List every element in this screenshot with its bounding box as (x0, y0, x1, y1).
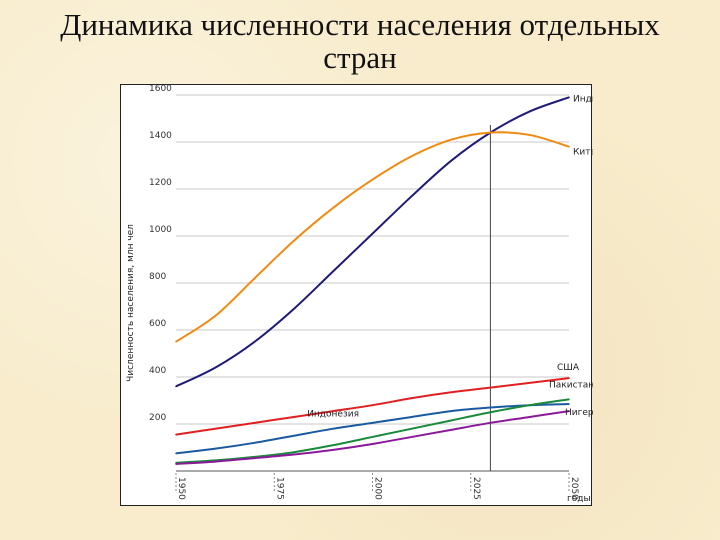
series-0-point-2020 (450, 160, 452, 162)
series-line-3 (175, 403, 570, 455)
y-tick-label-1600: 1600 (149, 85, 172, 94)
y-tick-label-600: 600 (149, 319, 166, 329)
series-2-point-1960 (214, 427, 217, 430)
series-2-point-2040 (528, 382, 531, 384)
x-tick-label-1950: 1950 (176, 477, 186, 500)
chart-panel: 200 400 600 800 1000 1200 1400 1600 1950 1975 2000… (120, 84, 593, 506)
series-1-point-1950 (175, 340, 177, 343)
series-5-point-2020 (450, 429, 452, 431)
series-1-point-1960 (214, 315, 217, 317)
series-2-point-2050 (568, 377, 570, 379)
series-0-point-1950 (175, 385, 177, 388)
series-5-point-2000 (371, 443, 374, 445)
series-2-point-2030 (489, 386, 492, 389)
slide-title-line-2: стран (323, 40, 397, 75)
series-label-3: Индонезия (307, 410, 359, 420)
series-5-point-2010 (411, 436, 413, 438)
series-4-point-2030 (489, 411, 492, 414)
y-tick-label-1000: 1000 (149, 225, 172, 235)
slide-title-line-1: Динамика численности населения отдельных (60, 7, 660, 42)
y-tick-label-400: 400 (149, 366, 166, 376)
series-2-point-1970 (253, 422, 256, 424)
series-3-point-2050 (568, 403, 570, 405)
series-4-point-2040 (528, 404, 531, 407)
series-5-point-1970 (253, 457, 256, 459)
series-0-point-2000 (371, 232, 374, 235)
series-label-5: Нигерия (565, 408, 593, 418)
series-4-point-2050 (568, 398, 570, 401)
series-2-point-1990 (332, 410, 334, 412)
series-2-point-2000 (371, 404, 374, 407)
series-2-point-2020 (450, 391, 452, 394)
series-1-point-1980 (293, 239, 295, 242)
y-tick-label-1400: 1400 (149, 131, 172, 141)
series-1-point-2020 (450, 138, 452, 141)
population-line-chart: 200 400 600 800 1000 1200 1400 1600 1950 1975 2000… (126, 85, 593, 504)
x-axis-title: годы (567, 494, 591, 504)
x-tick-label-2000: 2000 (373, 477, 383, 500)
series-5-point-2050 (568, 410, 570, 412)
series-0-point-1960 (214, 366, 217, 369)
series-0-point-2010 (411, 195, 413, 197)
series-1-point-2010 (411, 155, 413, 157)
series-line-4 (175, 398, 570, 464)
series-4-point-1980 (293, 451, 295, 454)
x-tick-label-1975: 1975 (274, 477, 284, 500)
series-4-point-2020 (450, 419, 452, 422)
series-label-1: Китай (573, 148, 593, 158)
series-1-point-1990 (332, 207, 334, 209)
series-0-point-1990 (332, 270, 334, 273)
series-1-point-2040 (528, 134, 531, 136)
series-label-4: Пакистан (549, 380, 593, 390)
series-5-point-1990 (332, 449, 334, 451)
series-label-2: США (557, 363, 580, 373)
series-3-point-2020 (450, 410, 452, 412)
series-4-point-1990 (332, 444, 334, 446)
series-5-point-1980 (293, 453, 295, 456)
y-axis-title: Численность населения, млн чел (126, 224, 136, 382)
series-4-point-2000 (371, 436, 374, 438)
series-3-point-2030 (489, 406, 492, 409)
series-0-point-2040 (528, 110, 531, 113)
series-3-point-2000 (371, 422, 374, 424)
series-3-point-1970 (253, 442, 256, 444)
y-tick-label-800: 800 (149, 272, 166, 282)
x-tick-label-2025: 2025 (471, 477, 481, 500)
series-1-point-2000 (371, 178, 374, 181)
series-2-point-2010 (411, 397, 413, 399)
series-5-point-2030 (489, 422, 492, 424)
series-4-point-2010 (411, 427, 413, 430)
series-label-0: Индия (573, 94, 593, 104)
series-2-point-1980 (293, 416, 295, 418)
series-1-point-2050 (568, 145, 570, 148)
series-3-point-1980 (293, 434, 295, 437)
series-0-point-1980 (293, 308, 295, 310)
series-2-point-1950 (175, 433, 177, 436)
series-1-point-1970 (253, 277, 256, 280)
series-line-1 (175, 131, 570, 343)
series-3-point-2010 (411, 416, 413, 418)
y-tick-label-200: 200 (149, 413, 166, 423)
series-3-point-1990 (332, 427, 334, 430)
x-tick-label-2050: 2050 (569, 477, 579, 500)
series-line-0 (175, 96, 570, 388)
series-3-point-1950 (175, 452, 177, 455)
series-1-point-2030 (489, 131, 492, 134)
y-tick-label-1200: 1200 (149, 178, 172, 188)
series-3-point-1960 (214, 447, 217, 450)
series-0-point-2050 (568, 96, 570, 99)
series-5-point-1950 (175, 463, 177, 465)
series-0-point-1970 (253, 340, 256, 343)
slide-title: Динамика численности населения отдельных… (0, 8, 720, 74)
series-5-point-1960 (214, 460, 217, 463)
series-5-point-2040 (528, 416, 531, 418)
